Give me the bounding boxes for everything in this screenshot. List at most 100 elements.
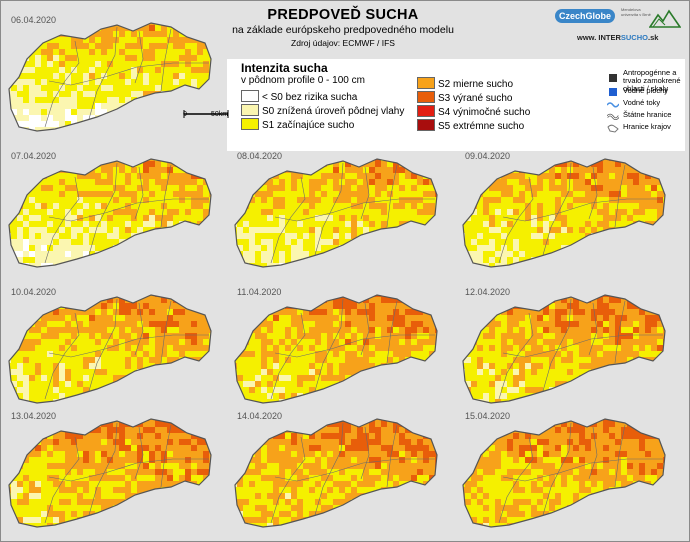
slovakia-drought-map (234, 294, 438, 404)
slovakia-drought-map (462, 158, 666, 268)
legend-class-s0: < S0 bez rizika sucha (241, 90, 357, 103)
slovakia-drought-map (8, 22, 212, 132)
legend-label: výnimočné sucho (453, 107, 531, 118)
legend-code: S3 (438, 93, 454, 104)
scale-bar: 0 50km (183, 105, 231, 123)
legend-swatch (241, 118, 259, 130)
map-panel: 08.04.2020 (231, 149, 441, 268)
legend-class-s1: S1 začínajúce sucho (241, 118, 354, 131)
legend-class-s0: S0 znížená úroveň pôdnej vlahy (241, 104, 404, 117)
legend-swatch (417, 105, 435, 117)
map-date: 09.04.2020 (465, 151, 511, 161)
legend-code: < S0 (262, 92, 286, 103)
map-date: 07.04.2020 (11, 151, 57, 161)
intersucho-url[interactable]: www. INTERSUCHO.sk (577, 33, 659, 42)
river-line-icon (607, 102, 619, 108)
legend-label: extrémne sucho (453, 121, 525, 132)
legend-class-s2: S2 mierne sucho (417, 77, 513, 90)
legend-title: Intenzita sucha (241, 61, 328, 75)
legend-class-s4: S4 výnimočné sucho (417, 105, 530, 118)
map-panel: 13.04.2020 (5, 409, 215, 528)
state-border (462, 294, 666, 404)
legend: Intenzita sucha v pôdnom profile 0 - 100… (227, 59, 685, 151)
state-border (234, 418, 438, 528)
slovakia-drought-map (234, 158, 438, 268)
legend-aux-label: Štátne hranice (623, 110, 672, 119)
legend-aux-label: Vodné plochy (623, 86, 669, 95)
blue-square-icon (609, 88, 617, 96)
legend-swatch (417, 77, 435, 89)
state-border (8, 22, 212, 132)
region-borders (270, 422, 435, 524)
map-date: 13.04.2020 (11, 411, 57, 421)
legend-code: S0 (262, 106, 278, 117)
header: PREDPOVEĎ SUCHA na základe európskeho pr… (223, 7, 463, 48)
region-borders (44, 422, 209, 524)
legend-swatch (417, 119, 435, 131)
state-border (8, 158, 212, 268)
state-border (8, 418, 212, 528)
legend-swatch (241, 104, 259, 116)
region-borders (498, 298, 663, 400)
map-panel: 06.04.2020 (5, 13, 215, 132)
map-panel: 07.04.2020 (5, 149, 215, 268)
map-date: 10.04.2020 (11, 287, 57, 297)
legend-label: bez rizika sucha (285, 92, 358, 103)
scale-end: 50km (211, 111, 229, 118)
region-borders (270, 162, 435, 264)
state-border (8, 294, 212, 404)
map-date: 15.04.2020 (465, 411, 511, 421)
map-panel: 12.04.2020 (459, 285, 669, 404)
map-panel: 15.04.2020 (459, 409, 669, 528)
scale-start: 0 (183, 111, 187, 118)
legend-label: začínajúce sucho (277, 120, 355, 131)
legend-label: výrané sucho (453, 93, 513, 104)
region-borders (44, 298, 209, 400)
region-borders (498, 162, 663, 264)
legend-subtitle: v pôdnom profile 0 - 100 cm (241, 75, 365, 86)
state-border (234, 294, 438, 404)
legend-code: S2 (438, 79, 454, 90)
state-border-icon (607, 113, 619, 120)
legend-aux-label: Antropogénne a trvalo zamokrené oblasti … (623, 68, 681, 93)
mountain-logo-icon (649, 9, 681, 28)
legend-code: S5 (438, 121, 454, 132)
map-date: 12.04.2020 (465, 287, 511, 297)
mendel-logo: Mendelova univerzita v Brně (621, 7, 651, 17)
map-date: 06.04.2020 (11, 15, 57, 25)
region-borders (270, 298, 435, 400)
map-panel: 14.04.2020 (231, 409, 441, 528)
region-borders (44, 26, 209, 128)
czechglobe-logo: CzechGlobe (555, 9, 616, 23)
region-borders (44, 162, 209, 264)
map-panel: 10.04.2020 (5, 285, 215, 404)
legend-code: S1 (262, 120, 278, 131)
legend-code: S4 (438, 107, 454, 118)
map-date: 08.04.2020 (237, 151, 283, 161)
legend-class-s3: S3 výrané sucho (417, 91, 513, 104)
legend-aux-label: Hranice krajov (623, 122, 671, 131)
page-title: PREDPOVEĎ SUCHA (267, 7, 419, 23)
slovakia-drought-map (8, 418, 212, 528)
legend-class-s5: S5 extrémne sucho (417, 119, 524, 132)
state-border (462, 158, 666, 268)
slovakia-drought-map (8, 294, 212, 404)
legend-aux-label: Vodné toky (623, 98, 661, 107)
legend-label: mierne sucho (453, 79, 514, 90)
legend-swatch (241, 90, 259, 102)
map-date: 11.04.2020 (237, 287, 282, 297)
page-subtitle: na základe európskeho predpovedného mode… (232, 24, 454, 36)
logos: CzechGlobe Mendelova univerzita v Brně w… (553, 5, 683, 47)
map-date: 14.04.2020 (237, 411, 283, 421)
map-panel: 11.04.2020 (231, 285, 441, 404)
slovakia-drought-map (8, 158, 212, 268)
region-border-icon (607, 124, 619, 133)
map-panel: 09.04.2020 (459, 149, 669, 268)
legend-label: znížená úroveň pôdnej vlahy (277, 106, 405, 117)
data-source: Zdroj údajov: ECMWF / IFS (291, 38, 395, 48)
slovakia-drought-map (462, 418, 666, 528)
state-border (234, 158, 438, 268)
state-border (462, 418, 666, 528)
slovakia-drought-map (462, 294, 666, 404)
